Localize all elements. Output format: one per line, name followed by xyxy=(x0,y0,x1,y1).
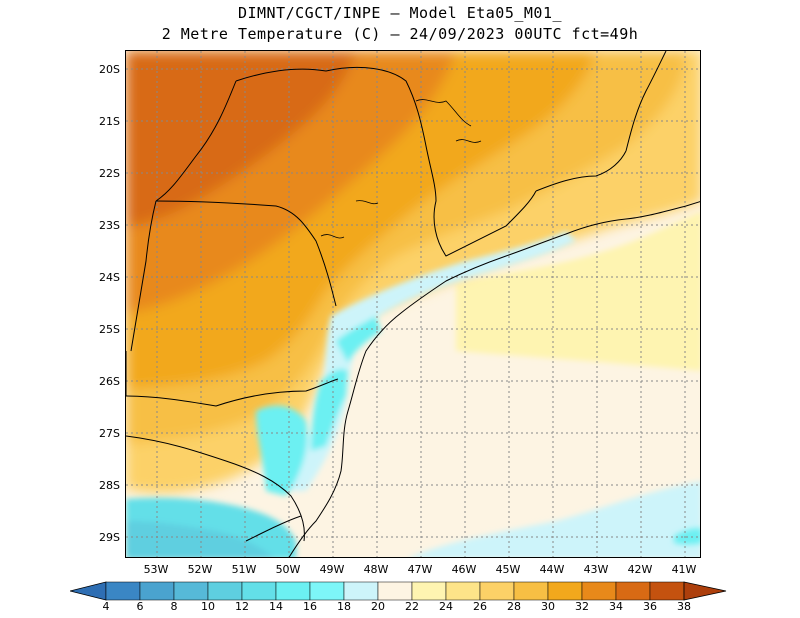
colorbar-label-24: 24 xyxy=(439,600,453,613)
lat-label-24s: 24S xyxy=(99,271,120,284)
colorbar-bin-36-38 xyxy=(649,581,685,601)
colorbar-label-12: 12 xyxy=(235,600,249,613)
colorbar-label-32: 32 xyxy=(575,600,589,613)
lat-label-21s: 21S xyxy=(99,115,120,128)
reservoirs xyxy=(320,99,482,239)
border-sc-rs xyxy=(126,435,305,542)
border-mg-rj xyxy=(535,150,627,192)
field-12-14-south-west xyxy=(126,521,274,557)
lon-label-44w: 44W xyxy=(539,563,565,576)
lon-label-50w: 50W xyxy=(275,563,301,576)
colorbar-bin-28-30 xyxy=(513,581,549,601)
colorbar-bin-4-6 xyxy=(105,581,141,601)
map-title-line-1: DIMNT/CGCT/INPE – Model Eta05_M01_ xyxy=(237,4,563,22)
lon-label-51w: 51W xyxy=(231,563,257,576)
lon-label-47w: 47W xyxy=(407,563,433,576)
colorbar-label-14: 14 xyxy=(269,600,283,613)
colorbar-label-26: 26 xyxy=(473,600,487,613)
colorbar-low-arrow xyxy=(70,581,107,601)
border-ms-sp xyxy=(155,80,237,202)
border-pr-sp xyxy=(155,200,337,307)
lat-label-26s: 26S xyxy=(99,375,120,388)
lon-label-52w: 52W xyxy=(187,563,213,576)
colorbar-label-16: 16 xyxy=(303,600,317,613)
border-pr-sc xyxy=(126,378,339,407)
colorbar-bin-14-16 xyxy=(275,581,311,601)
lat-label-28s: 28S xyxy=(99,479,120,492)
lon-label-45w: 45W xyxy=(495,563,521,576)
lat-label-22s: 22S xyxy=(99,167,120,180)
field-16-18-highland-patches xyxy=(256,316,381,496)
state-borders xyxy=(126,51,667,542)
field-34-36-core xyxy=(126,51,356,227)
colorbar-bin-30-32 xyxy=(547,581,583,601)
colorbar-label-10: 10 xyxy=(201,600,215,613)
colorbar-high-arrow xyxy=(683,581,727,601)
colorbar-label-36: 36 xyxy=(643,600,657,613)
coastline xyxy=(288,201,700,557)
lon-label-42w: 42W xyxy=(627,563,653,576)
colorbar-bin-8-10 xyxy=(173,581,209,601)
colorbar-label-22: 22 xyxy=(405,600,419,613)
border-sp-mg xyxy=(235,66,537,257)
colorbar-bin-32-34 xyxy=(581,581,617,601)
colorbar-bin-6-8 xyxy=(139,581,175,601)
lon-label-41w: 41W xyxy=(671,563,697,576)
colorbar-bin-26-28 xyxy=(479,581,515,601)
border-mg-es xyxy=(625,51,667,152)
field-16-18-offshore-blob xyxy=(674,528,700,545)
border-west-paraguay xyxy=(130,200,157,352)
lat-label-23s: 23S xyxy=(99,219,120,232)
colorbar-label-28: 28 xyxy=(507,600,521,613)
colorbar-bin-34-36 xyxy=(615,581,651,601)
graticule xyxy=(126,51,700,557)
lat-label-29s: 29S xyxy=(99,531,120,544)
colorbar-label-6: 6 xyxy=(136,600,144,613)
colorbar-bin-10-12 xyxy=(207,581,243,601)
lon-label-46w: 46W xyxy=(451,563,477,576)
colorbar-label-8: 8 xyxy=(170,600,178,613)
colorbar-label-38: 38 xyxy=(677,600,691,613)
map-title-line-2: 2 Metre Temperature (C) – 24/09/2023 00U… xyxy=(161,25,639,43)
colorbar-bin-24-26 xyxy=(445,581,481,601)
colorbar-label-4: 4 xyxy=(102,600,110,613)
border-south-end xyxy=(245,515,302,542)
colorbar-label-34: 34 xyxy=(609,600,623,613)
lon-label-49w: 49W xyxy=(319,563,345,576)
lon-label-53w: 53W xyxy=(143,563,169,576)
colorbar-bin-12-14 xyxy=(241,581,277,601)
lat-label-25s: 25S xyxy=(99,323,120,336)
lon-label-43w: 43W xyxy=(583,563,609,576)
map-canvas xyxy=(126,51,700,557)
field-18-20-coastal-strip xyxy=(286,231,576,491)
lat-label-20s: 20S xyxy=(99,63,120,76)
lon-label-48w: 48W xyxy=(363,563,389,576)
colorbar-bin-16-18 xyxy=(309,581,345,601)
temperature-map xyxy=(125,50,701,558)
colorbar xyxy=(70,581,727,601)
colorbar-bin-22-24 xyxy=(411,581,447,601)
colorbar-bin-20-22 xyxy=(377,581,413,601)
field-22-24-offshore xyxy=(456,211,700,557)
lat-label-27s: 27S xyxy=(99,427,120,440)
colorbar-label-30: 30 xyxy=(541,600,555,613)
colorbar-label-20: 20 xyxy=(371,600,385,613)
colorbar-label-18: 18 xyxy=(337,600,351,613)
field-18-20-south xyxy=(410,481,700,557)
colorbar-bin-18-20 xyxy=(343,581,379,601)
